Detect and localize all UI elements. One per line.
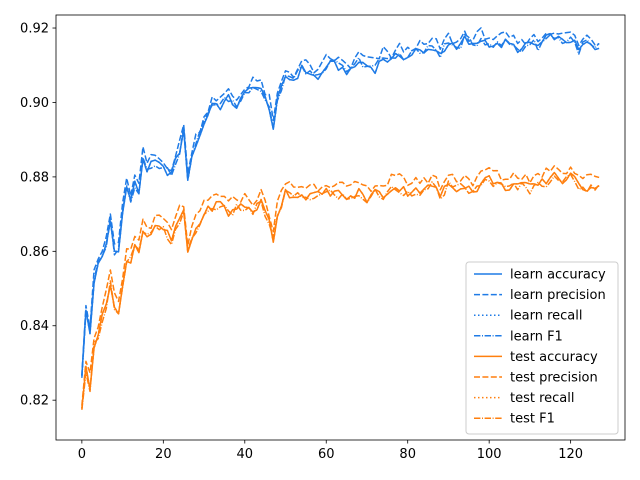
x-tick-label: 20 [155, 447, 172, 462]
legend-label: learn recall [510, 309, 582, 324]
legend-label: test precision [510, 371, 598, 386]
y-tick-label: 0.92 [20, 22, 49, 37]
axes-layer: 0 20 40 60 80 100 120 0.82 0.84 0.86 0.88 0.90 0.92 [20, 14, 626, 462]
legend-label: learn precision [510, 288, 606, 303]
series-line-test-recall [81, 171, 600, 409]
x-tick-label: 0 [78, 447, 86, 462]
y-tick-label: 0.82 [20, 394, 49, 409]
x-tick-label: 120 [558, 447, 583, 462]
series-line-learn-recall [81, 32, 600, 376]
series-line-test-f1 [81, 173, 600, 410]
y-tick-label: 0.88 [20, 170, 49, 185]
axes-frame [55, 14, 626, 441]
legend: learn accuracy learn precision learn recal… [465, 261, 619, 435]
y-tick-label: 0.90 [20, 96, 49, 111]
series-line-learn-precision [81, 27, 600, 376]
legend-label: test accuracy [510, 350, 598, 365]
series-layer [81, 27, 600, 410]
y-tick-label: 0.86 [20, 245, 49, 260]
series-line-learn-f1 [81, 33, 600, 378]
x-tick-label: 80 [399, 447, 416, 462]
x-tick-label: 100 [477, 447, 502, 462]
legend-label: test recall [510, 391, 575, 406]
legend-label: learn accuracy [510, 268, 606, 283]
legend-label: test F1 [510, 412, 555, 427]
legend-label: learn F1 [510, 329, 563, 344]
x-tick-label: 60 [318, 447, 335, 462]
x-tick-label: 40 [237, 447, 254, 462]
y-tick-label: 0.84 [20, 319, 49, 334]
series-line-test-precision [81, 165, 600, 406]
legend-box [465, 261, 619, 435]
